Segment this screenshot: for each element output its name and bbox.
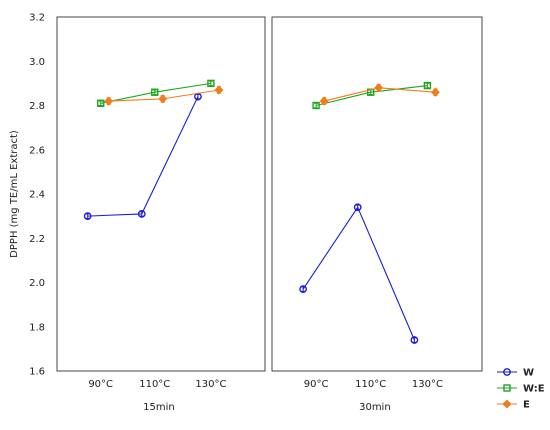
series-w-e bbox=[96, 79, 215, 107]
marker-square bbox=[151, 88, 159, 96]
y-tick-label: 2.8 bbox=[29, 101, 45, 112]
x-tick-label: 130°C bbox=[195, 379, 226, 390]
series-e bbox=[104, 85, 224, 106]
legend: W W:E E bbox=[497, 368, 545, 411]
legend-item-w: W bbox=[497, 368, 534, 379]
marker-square bbox=[503, 384, 511, 392]
marker-diamond bbox=[430, 87, 440, 97]
frame-layer bbox=[56, 16, 483, 372]
y-tick-label: 2.2 bbox=[29, 234, 45, 245]
y-tick-label: 2.0 bbox=[29, 278, 45, 289]
series-e bbox=[319, 83, 440, 106]
series-layer bbox=[83, 79, 440, 344]
marker-diamond bbox=[502, 399, 512, 409]
marker-circle bbox=[503, 368, 511, 376]
marker-circle bbox=[410, 336, 419, 344]
legend-label: E bbox=[523, 400, 530, 411]
legend-item-w-e: W:E bbox=[497, 384, 545, 395]
series-w bbox=[83, 92, 202, 221]
legend-label: W bbox=[523, 368, 534, 379]
marker-square bbox=[207, 79, 215, 88]
x-tick-label: 110°C bbox=[355, 379, 386, 390]
legend-label: W:E bbox=[523, 384, 545, 395]
panel-frame bbox=[271, 16, 483, 372]
series-w-e bbox=[312, 81, 432, 110]
marker-square bbox=[96, 99, 105, 107]
x-tick-label: 90°C bbox=[88, 379, 113, 390]
legend-item-e: E bbox=[497, 399, 530, 411]
y-axis-title: DPPH (mg TE/mL Extract) bbox=[9, 130, 20, 258]
marker-diamond bbox=[158, 94, 168, 104]
x-tick-label: 110°C bbox=[139, 379, 170, 390]
marker-circle bbox=[353, 203, 362, 212]
panel-label: 30min bbox=[359, 402, 391, 413]
marker-square bbox=[312, 101, 320, 110]
marker-diamond bbox=[319, 96, 329, 106]
y-tick-label: 1.8 bbox=[29, 322, 45, 333]
label-layer: DPPH (mg TE/mL Extract) 1.6 1.8 2.0 2.2 2.4 2… bbox=[9, 13, 443, 414]
x-tick-label: 90°C bbox=[304, 379, 329, 390]
series-w bbox=[299, 203, 419, 344]
marker-circle bbox=[137, 210, 146, 218]
y-tick-label: 3.2 bbox=[29, 13, 45, 24]
x-tick-label: 130°C bbox=[412, 379, 443, 390]
marker-circle bbox=[299, 285, 307, 294]
marker-square bbox=[423, 81, 432, 90]
panel-frame bbox=[56, 16, 266, 372]
y-tick-label: 2.4 bbox=[29, 190, 45, 201]
marker-diamond bbox=[104, 96, 114, 106]
panel-label: 15min bbox=[143, 402, 175, 413]
y-tick-label: 3.0 bbox=[29, 57, 45, 68]
marker-diamond bbox=[214, 85, 224, 95]
y-tick-label: 1.6 bbox=[29, 367, 45, 378]
marker-diamond bbox=[374, 83, 384, 93]
marker-circle bbox=[83, 212, 92, 221]
y-tick-label: 2.6 bbox=[29, 145, 45, 156]
